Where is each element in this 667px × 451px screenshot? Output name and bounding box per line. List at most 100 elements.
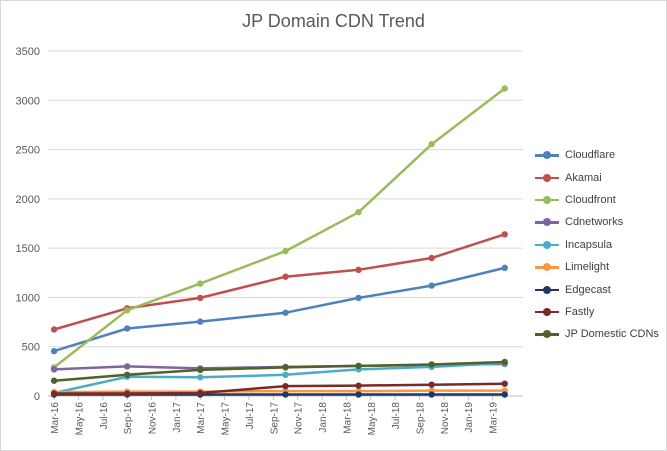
legend-swatch [535, 262, 559, 272]
y-tick-label: 2500 [16, 145, 40, 157]
legend-label: Cloudfront [565, 193, 616, 206]
data-point-cloudfront [355, 208, 362, 216]
legend-item-fastly: Fastly [535, 301, 659, 323]
data-point-cloudfront [197, 280, 204, 287]
data-point-fastly [123, 390, 131, 397]
data-point-fastly [282, 382, 289, 390]
legend-label: Akamai [565, 171, 602, 184]
x-tick-label: Nov-17 [294, 402, 305, 435]
data-point-edgecast [428, 391, 435, 398]
legend-item-akamai: Akamai [535, 166, 659, 188]
legend-swatch [535, 285, 559, 295]
y-tick-label: 0 [34, 391, 40, 403]
data-point-edgecast [501, 391, 508, 398]
data-point-cloudflare [501, 264, 508, 272]
x-tick-label: Nov-18 [440, 402, 451, 435]
x-tick-label: May-18 [367, 402, 378, 436]
x-tick-label: Jul-16 [99, 402, 110, 430]
data-point-cloudflare [282, 309, 289, 316]
legend-label: Limelight [565, 261, 610, 274]
series-line-limelight [54, 389, 505, 394]
legend-swatch [535, 240, 559, 250]
y-tick-label: 3500 [16, 46, 40, 58]
y-tick-label: 1500 [16, 243, 40, 255]
data-point-jp-domestic-cdns [197, 366, 204, 374]
data-point-jp-domestic-cdns [123, 371, 131, 379]
data-point-fastly [355, 382, 362, 389]
legend-label: Cdnetworks [565, 216, 624, 229]
x-tick-label: Jan-17 [172, 402, 183, 433]
data-point-cloudfront [282, 247, 289, 255]
data-point-fastly [501, 380, 508, 387]
x-tick-label: Sep-18 [415, 402, 426, 435]
data-point-jp-domestic-cdns [428, 361, 435, 368]
x-tick-label: Jan-18 [318, 402, 329, 433]
data-point-fastly [428, 381, 435, 388]
legend-swatch [535, 195, 559, 205]
data-point-cdnetworks [123, 363, 131, 370]
data-point-cdnetworks [50, 366, 58, 373]
legend-swatch [535, 329, 559, 339]
y-tick-label: 1000 [16, 292, 40, 304]
data-point-cloudflare [123, 325, 131, 332]
data-point-akamai [197, 294, 204, 302]
data-point-cloudfront [501, 85, 508, 92]
legend-label: Incapsula [565, 238, 613, 251]
legend-item-cdnetworks: Cdnetworks [535, 211, 659, 233]
data-point-incapsula [197, 374, 204, 381]
legend-swatch [535, 217, 559, 227]
x-tick-label: Sep-17 [269, 402, 280, 435]
data-point-cloudflare [355, 294, 362, 302]
data-point-akamai [50, 326, 58, 333]
x-tick-label: Mar-16 [50, 402, 61, 434]
y-tick-label: 2000 [16, 194, 40, 206]
data-point-cloudflare [50, 347, 58, 355]
data-point-fastly [197, 389, 204, 397]
data-point-cloudfront [123, 307, 131, 314]
legend-item-edgecast: Edgecast [535, 278, 659, 300]
data-point-cloudfront [428, 140, 435, 148]
legend-item-cloudfront: Cloudfront [535, 189, 659, 211]
data-point-fastly [50, 390, 58, 397]
x-tick-label: Sep-16 [123, 402, 134, 435]
y-tick-label: 3000 [16, 95, 40, 107]
data-point-edgecast [282, 391, 289, 398]
series-line-cloudfront [53, 87, 506, 369]
data-point-cloudflare [428, 282, 435, 289]
legend-item-jp-domestic-cdns: JP Domestic CDNs [535, 323, 659, 345]
x-tick-label: Mar-18 [342, 402, 353, 434]
legend-swatch [535, 173, 559, 183]
legend-item-limelight: Limelight [535, 256, 659, 278]
x-tick-label: Mar-17 [196, 402, 207, 434]
data-point-incapsula [282, 371, 289, 379]
data-point-akamai [355, 266, 362, 274]
x-tick-label: Mar-19 [489, 402, 500, 434]
legend: Cloudflare Akamai Cloudfront Cdnetworks Inca… [535, 144, 659, 346]
legend-label: Cloudflare [565, 149, 616, 162]
legend-label: JP Domestic CDNs [565, 328, 659, 341]
x-tick-label: Jul-18 [391, 402, 402, 430]
data-point-edgecast [355, 391, 362, 398]
data-point-akamai [282, 273, 289, 280]
data-point-akamai [428, 254, 435, 262]
data-point-jp-domestic-cdns [50, 377, 58, 384]
x-tick-label: Jul-17 [245, 402, 256, 430]
legend-label: Fastly [565, 305, 595, 318]
legend-item-cloudflare: Cloudflare [535, 144, 659, 166]
x-tick-label: May-16 [74, 402, 85, 436]
legend-label: Edgecast [565, 283, 611, 296]
chart-title: JP Domain CDN Trend [242, 11, 425, 31]
legend-item-incapsula: Incapsula [535, 234, 659, 256]
x-tick-label: Jan-19 [464, 402, 475, 433]
data-point-akamai [501, 231, 508, 238]
x-tick-label: Nov-16 [148, 402, 159, 435]
data-point-jp-domestic-cdns [501, 358, 508, 366]
data-point-cloudflare [197, 318, 204, 325]
legend-swatch [535, 150, 559, 160]
data-point-jp-domestic-cdns [355, 362, 362, 370]
y-tick-label: 500 [22, 342, 40, 354]
legend-swatch [535, 307, 559, 317]
x-tick-label: May-17 [221, 402, 232, 436]
